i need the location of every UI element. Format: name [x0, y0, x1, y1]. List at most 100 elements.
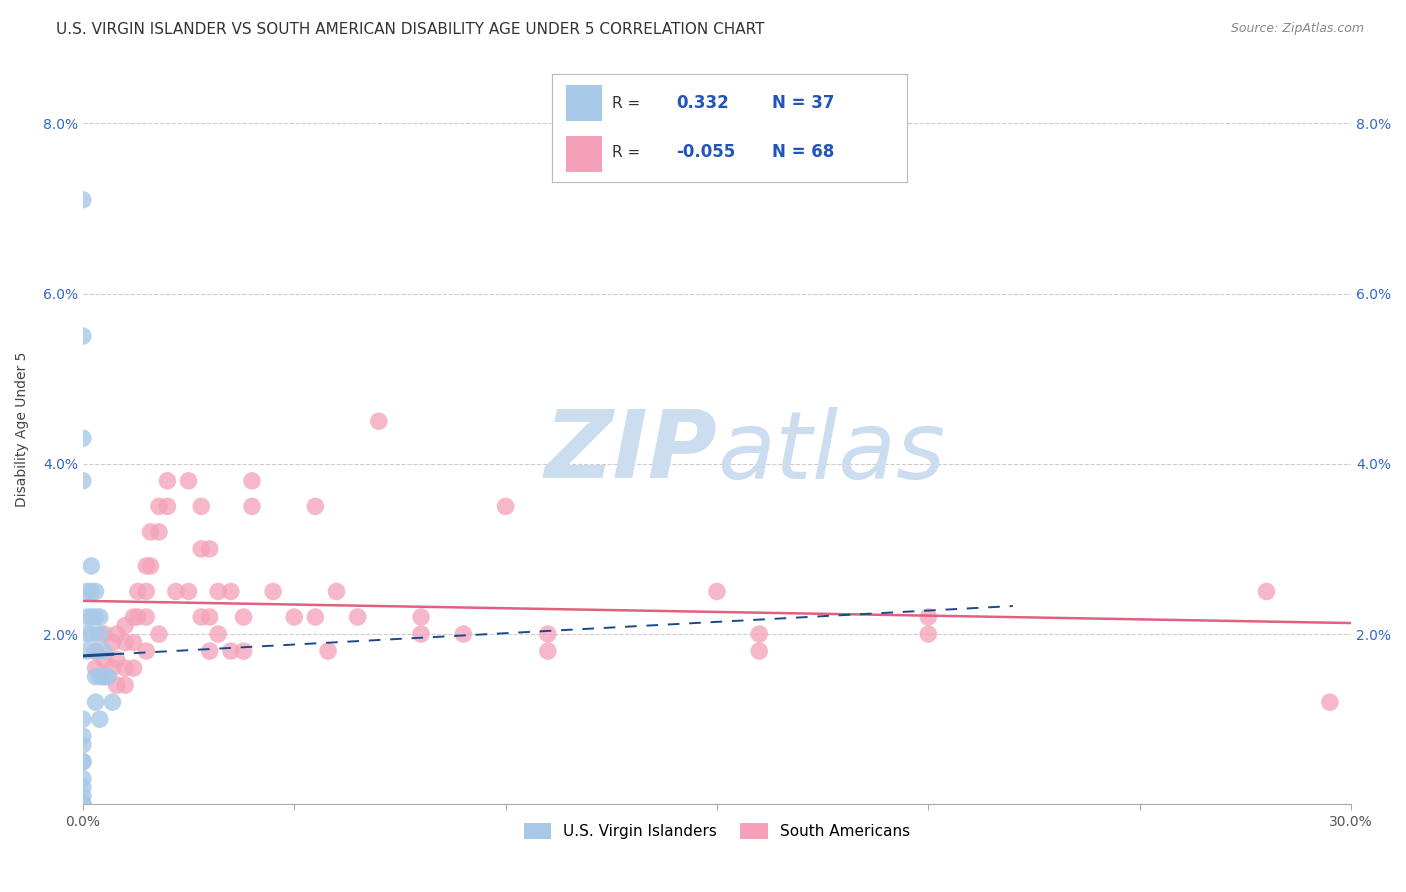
- Point: [304, 500, 326, 514]
- Point: [72, 329, 94, 343]
- Point: [114, 618, 136, 632]
- Text: atlas: atlas: [717, 407, 945, 498]
- Point: [156, 500, 179, 514]
- Point: [165, 584, 187, 599]
- Point: [76, 584, 98, 599]
- Point: [190, 541, 212, 556]
- Point: [105, 678, 128, 692]
- Point: [232, 644, 254, 658]
- Point: [122, 610, 145, 624]
- Point: [495, 500, 517, 514]
- Point: [72, 729, 94, 743]
- Point: [93, 670, 115, 684]
- Point: [72, 772, 94, 786]
- Point: [80, 558, 103, 573]
- Point: [177, 584, 200, 599]
- Point: [72, 797, 94, 812]
- Y-axis label: Disability Age Under 5: Disability Age Under 5: [15, 352, 30, 508]
- Point: [72, 797, 94, 812]
- Point: [72, 431, 94, 445]
- Point: [156, 474, 179, 488]
- Point: [135, 644, 157, 658]
- Point: [706, 584, 728, 599]
- Point: [101, 661, 124, 675]
- Point: [240, 500, 263, 514]
- Legend: U.S. Virgin Islanders, South Americans: U.S. Virgin Islanders, South Americans: [517, 817, 917, 846]
- Point: [84, 610, 107, 624]
- Point: [325, 584, 347, 599]
- Point: [198, 610, 221, 624]
- Point: [148, 500, 170, 514]
- Point: [316, 644, 339, 658]
- Point: [1319, 695, 1341, 709]
- Point: [135, 584, 157, 599]
- Point: [72, 780, 94, 795]
- Point: [72, 712, 94, 726]
- Point: [114, 678, 136, 692]
- Point: [240, 474, 263, 488]
- Point: [122, 661, 145, 675]
- Point: [232, 610, 254, 624]
- Point: [76, 610, 98, 624]
- Point: [72, 193, 94, 207]
- Point: [190, 610, 212, 624]
- Point: [84, 695, 107, 709]
- Text: U.S. VIRGIN ISLANDER VS SOUTH AMERICAN DISABILITY AGE UNDER 5 CORRELATION CHART: U.S. VIRGIN ISLANDER VS SOUTH AMERICAN D…: [56, 22, 765, 37]
- Point: [537, 627, 560, 641]
- Point: [304, 610, 326, 624]
- Point: [89, 712, 111, 726]
- Point: [409, 610, 432, 624]
- Point: [93, 652, 115, 666]
- Point: [367, 414, 389, 428]
- Point: [748, 627, 770, 641]
- Point: [84, 644, 107, 658]
- Point: [207, 627, 229, 641]
- Point: [89, 670, 111, 684]
- Point: [135, 610, 157, 624]
- Point: [84, 584, 107, 599]
- Point: [80, 610, 103, 624]
- Point: [76, 627, 98, 641]
- Point: [114, 635, 136, 649]
- Point: [139, 558, 162, 573]
- Point: [72, 755, 94, 769]
- Point: [93, 644, 115, 658]
- Point: [93, 670, 115, 684]
- Point: [114, 661, 136, 675]
- Point: [283, 610, 305, 624]
- Point: [72, 738, 94, 752]
- Point: [72, 755, 94, 769]
- Point: [207, 584, 229, 599]
- Point: [80, 627, 103, 641]
- Point: [93, 627, 115, 641]
- Point: [219, 584, 242, 599]
- Point: [139, 524, 162, 539]
- Point: [80, 584, 103, 599]
- Point: [84, 661, 107, 675]
- Point: [177, 474, 200, 488]
- Point: [453, 627, 475, 641]
- Point: [122, 635, 145, 649]
- Point: [135, 558, 157, 573]
- Point: [105, 652, 128, 666]
- Point: [1256, 584, 1278, 599]
- Point: [198, 644, 221, 658]
- Point: [748, 644, 770, 658]
- Point: [72, 797, 94, 812]
- Point: [101, 695, 124, 709]
- Point: [190, 500, 212, 514]
- Point: [537, 644, 560, 658]
- Point: [198, 541, 221, 556]
- Point: [127, 610, 149, 624]
- Point: [72, 789, 94, 803]
- Point: [105, 627, 128, 641]
- Point: [84, 670, 107, 684]
- Point: [148, 524, 170, 539]
- Point: [409, 627, 432, 641]
- Point: [346, 610, 368, 624]
- Point: [76, 644, 98, 658]
- Text: ZIP: ZIP: [544, 406, 717, 499]
- Point: [101, 635, 124, 649]
- Point: [89, 627, 111, 641]
- Text: Source: ZipAtlas.com: Source: ZipAtlas.com: [1230, 22, 1364, 36]
